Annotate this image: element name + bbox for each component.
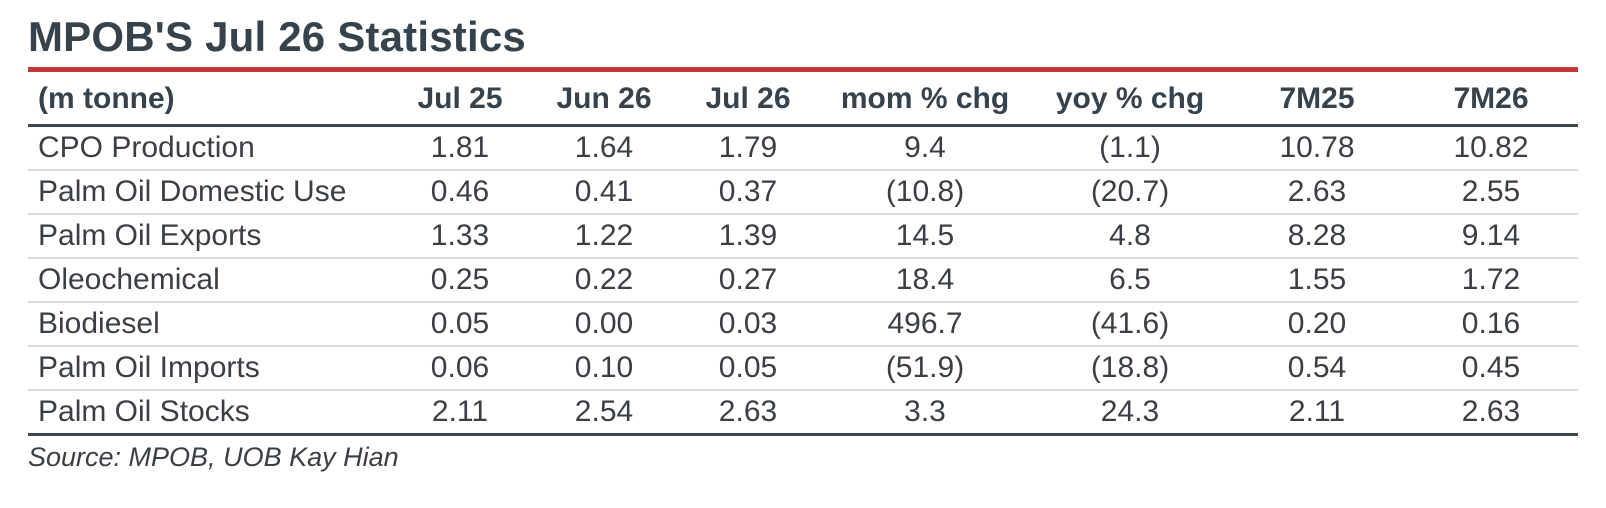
cell-value: 2.55 [1404,170,1578,215]
cell-value: (41.6) [1030,302,1230,347]
cell-value: 1.39 [676,214,820,259]
cell-value: 1.55 [1230,258,1404,303]
row-label: Palm Oil Domestic Use [28,170,388,215]
cell-value: 1.64 [532,125,676,171]
column-header-mom-chg: mom % chg [820,74,1030,127]
cell-value: 2.63 [676,390,820,436]
table-row: CPO Production 1.81 1.64 1.79 9.4 (1.1) … [28,125,1578,171]
column-header-7m26: 7M26 [1404,74,1578,127]
cell-value: 0.05 [676,346,820,391]
row-label: Oleochemical [28,258,388,303]
table-row: Biodiesel 0.05 0.00 0.03 496.7 (41.6) 0.… [28,302,1578,347]
column-header-jun26: Jun 26 [532,74,676,127]
row-label: CPO Production [28,125,388,171]
cell-value: 0.03 [676,302,820,347]
row-label: Palm Oil Stocks [28,390,388,436]
cell-value: 2.11 [388,390,532,436]
column-header-7m25: 7M25 [1230,74,1404,127]
cell-value: 18.4 [820,258,1030,303]
cell-value: (51.9) [820,346,1030,391]
cell-value: 0.10 [532,346,676,391]
cell-value: 9.14 [1404,214,1578,259]
cell-value: 2.63 [1230,170,1404,215]
cell-value: 0.41 [532,170,676,215]
cell-value: 0.20 [1230,302,1404,347]
cell-value: 0.00 [532,302,676,347]
statistics-table: (m tonne) Jul 25 Jun 26 Jul 26 mom % chg… [28,74,1578,436]
cell-value: 3.3 [820,390,1030,436]
column-header-unit: (m tonne) [28,74,388,127]
statistics-panel: MPOB'S Jul 26 Statistics (m tonne) Jul 2… [28,8,1578,474]
row-label: Biodiesel [28,302,388,347]
table-row: Palm Oil Stocks 2.11 2.54 2.63 3.3 24.3 … [28,390,1578,436]
cell-value: 9.4 [820,125,1030,171]
cell-value: 0.37 [676,170,820,215]
cell-value: (1.1) [1030,125,1230,171]
cell-value: 2.63 [1404,390,1578,436]
cell-value: (20.7) [1030,170,1230,215]
cell-value: 0.05 [388,302,532,347]
cell-value: 10.78 [1230,125,1404,171]
cell-value: 8.28 [1230,214,1404,259]
cell-value: 496.7 [820,302,1030,347]
cell-value: 0.27 [676,258,820,303]
cell-value: 10.82 [1404,125,1578,171]
cell-value: 2.54 [532,390,676,436]
cell-value: 1.33 [388,214,532,259]
cell-value: 24.3 [1030,390,1230,436]
cell-value: 2.11 [1230,390,1404,436]
cell-value: (10.8) [820,170,1030,215]
cell-value: (18.8) [1030,346,1230,391]
cell-value: 0.46 [388,170,532,215]
cell-value: 0.16 [1404,302,1578,347]
cell-value: 0.22 [532,258,676,303]
cell-value: 14.5 [820,214,1030,259]
header-row: (m tonne) Jul 25 Jun 26 Jul 26 mom % chg… [28,74,1578,127]
table-title: MPOB'S Jul 26 Statistics [28,13,526,60]
title-accent-rule [28,67,1578,72]
cell-value: 0.54 [1230,346,1404,391]
column-header-jul26: Jul 26 [676,74,820,127]
row-label: Palm Oil Imports [28,346,388,391]
cell-value: 4.8 [1030,214,1230,259]
cell-value: 1.81 [388,125,532,171]
cell-value: 6.5 [1030,258,1230,303]
cell-value: 1.22 [532,214,676,259]
cell-value: 1.72 [1404,258,1578,303]
table-row: Oleochemical 0.25 0.22 0.27 18.4 6.5 1.5… [28,258,1578,303]
row-label: Palm Oil Exports [28,214,388,259]
table-row: Palm Oil Domestic Use 0.46 0.41 0.37 (10… [28,170,1578,215]
column-header-jul25: Jul 25 [388,74,532,127]
cell-value: 0.25 [388,258,532,303]
cell-value: 0.45 [1404,346,1578,391]
table-row: Palm Oil Imports 0.06 0.10 0.05 (51.9) (… [28,346,1578,391]
cell-value: 1.79 [676,125,820,171]
column-header-yoy-chg: yoy % chg [1030,74,1230,127]
source-note: Source: MPOB, UOB Kay Hian [28,442,399,472]
cell-value: 0.06 [388,346,532,391]
table-row: Palm Oil Exports 1.33 1.22 1.39 14.5 4.8… [28,214,1578,259]
